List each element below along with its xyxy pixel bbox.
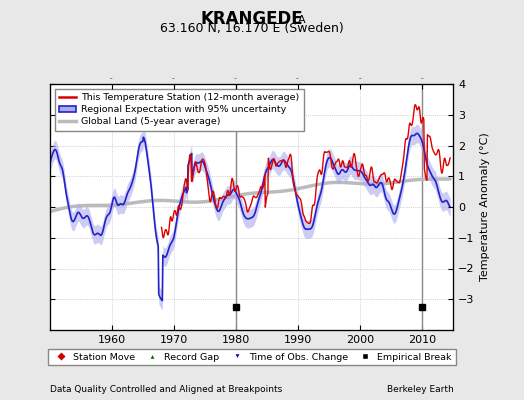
Text: Berkeley Earth: Berkeley Earth (387, 385, 453, 394)
Legend: This Temperature Station (12-month average), Regional Expectation with 95% uncer: This Temperature Station (12-month avera… (54, 89, 304, 131)
Text: KRANGEDE: KRANGEDE (200, 10, 303, 28)
Text: 63.160 N, 16.170 E (Sweden): 63.160 N, 16.170 E (Sweden) (160, 22, 343, 35)
Text: A: A (298, 15, 305, 25)
Legend: Station Move, Record Gap, Time of Obs. Change, Empirical Break: Station Move, Record Gap, Time of Obs. C… (48, 349, 455, 365)
Text: Data Quality Controlled and Aligned at Breakpoints: Data Quality Controlled and Aligned at B… (50, 385, 282, 394)
Y-axis label: Temperature Anomaly (°C): Temperature Anomaly (°C) (480, 133, 490, 281)
